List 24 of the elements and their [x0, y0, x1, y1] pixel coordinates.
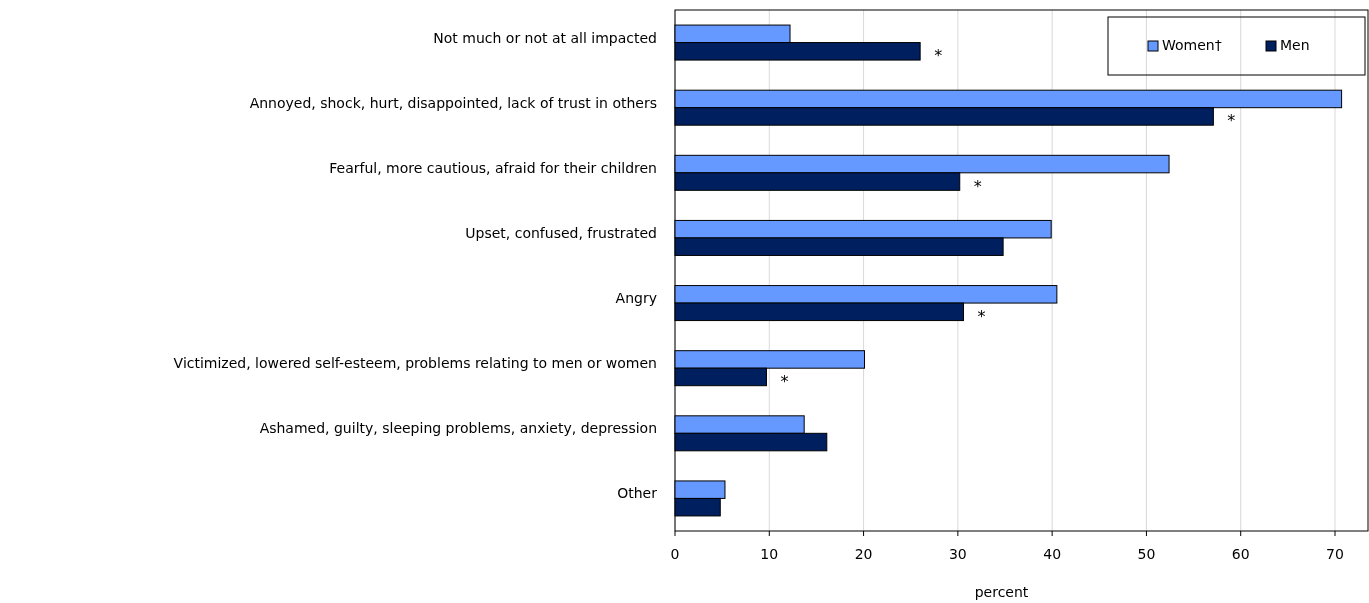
- x-tick-label: 0: [670, 546, 680, 562]
- annotation: *: [973, 176, 982, 196]
- y-tick-label: Victimized, lowered self-esteem, problems relating to men or women: [173, 355, 657, 372]
- x-tick-label: 40: [1043, 546, 1062, 562]
- x-tick-label: 30: [948, 546, 967, 562]
- annotation: *: [977, 306, 986, 326]
- x-tick-label: 20: [854, 546, 873, 562]
- x-tick-label: 70: [1326, 546, 1344, 562]
- y-tick-label: Ashamed, guilty, sleeping problems, anxiety, depression: [259, 420, 657, 437]
- x-tick-label: 60: [1231, 546, 1250, 562]
- y-tick-label: Not much or not at all impacted: [433, 29, 657, 46]
- x-axis-title: percent: [974, 584, 1029, 600]
- annotation: *: [1227, 111, 1236, 131]
- x-tick-label: 10: [760, 546, 779, 562]
- annotation: *: [780, 371, 789, 391]
- y-tick-label: Other: [617, 485, 658, 502]
- y-tick-label: Annoyed, shock, hurt, disappointed, lack of trust in others: [249, 94, 657, 111]
- y-tick-label: Fearful, more cautious, afraid for their children: [329, 159, 657, 176]
- legend-label: Men: [1280, 37, 1310, 53]
- x-tick-label: 50: [1137, 546, 1156, 562]
- annotation: *: [934, 46, 943, 66]
- y-tick-label: Upset, confused, frustrated: [465, 224, 657, 241]
- legend-label: Women†: [1162, 37, 1222, 53]
- y-tick-label: Angry: [615, 290, 657, 307]
